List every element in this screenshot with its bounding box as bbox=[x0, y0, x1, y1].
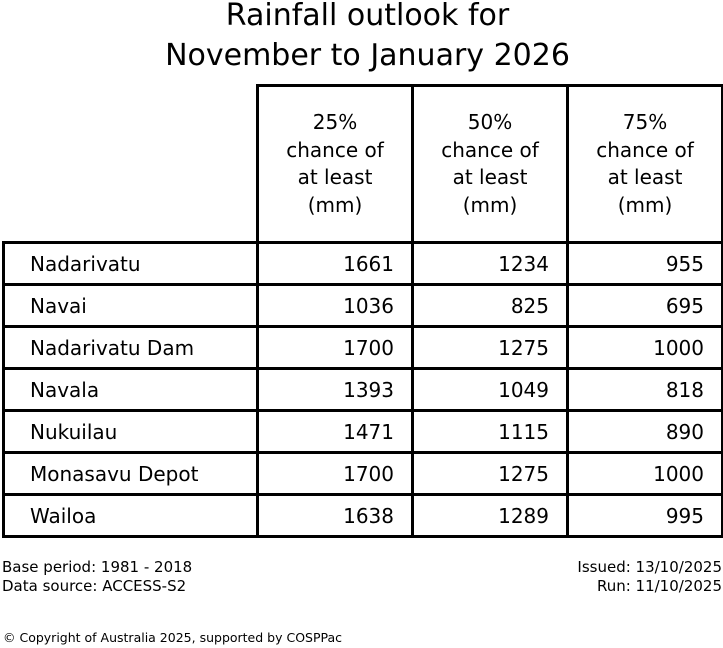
station-name-cell: Nadarivatu bbox=[2, 241, 259, 286]
value-cell-50pct: 1234 bbox=[411, 241, 569, 286]
value-cell-25pct: 1036 bbox=[256, 283, 414, 328]
table-header-row: 25% chance of at least (mm) 50% chance o… bbox=[4, 84, 723, 244]
data-source-text: Data source: ACCESS-S2 bbox=[2, 576, 187, 595]
table-row: Nukuilau 1471 1115 890 bbox=[2, 409, 723, 454]
value-cell-25pct: 1700 bbox=[256, 325, 414, 370]
value-cell-75pct: 1000 bbox=[566, 451, 723, 496]
copyright-text: © Copyright of Australia 2025, supported… bbox=[3, 630, 343, 645]
value-cell-50pct: 1275 bbox=[411, 451, 569, 496]
value-cell-75pct: 890 bbox=[566, 409, 723, 454]
station-name-cell: Wailoa bbox=[2, 493, 259, 538]
value-cell-75pct: 955 bbox=[566, 241, 723, 286]
table-row: Navai 1036 825 695 bbox=[2, 283, 723, 328]
value-cell-50pct: 825 bbox=[411, 283, 569, 328]
column-header-50pct: 50% chance of at least (mm) bbox=[411, 84, 569, 244]
station-name-cell: Navai bbox=[2, 283, 259, 328]
footer-right-block: Issued: 13/10/2025 Run: 11/10/2025 bbox=[577, 558, 722, 595]
value-cell-25pct: 1638 bbox=[256, 493, 414, 538]
base-period-text: Base period: 1981 - 2018 bbox=[2, 558, 193, 576]
value-cell-25pct: 1661 bbox=[256, 241, 414, 286]
column-header-25pct: 25% chance of at least (mm) bbox=[256, 84, 414, 244]
value-cell-50pct: 1049 bbox=[411, 367, 569, 412]
column-header-75pct: 75% chance of at least (mm) bbox=[566, 84, 723, 244]
figure-title: Rainfall outlook for November to January… bbox=[165, 0, 570, 73]
value-cell-75pct: 995 bbox=[566, 493, 723, 538]
station-name-cell: Nukuilau bbox=[2, 409, 259, 454]
footer-left-block: Base period: 1981 - 2018 Data source: AC… bbox=[2, 558, 192, 595]
issued-date-text: Issued: 13/10/2025 bbox=[577, 558, 722, 576]
station-name-cell: Nadarivatu Dam bbox=[2, 325, 259, 370]
table-row: Nadarivatu 1661 1234 955 bbox=[2, 241, 723, 286]
table-row: Nadarivatu Dam 1700 1275 1000 bbox=[2, 325, 723, 370]
value-cell-75pct: 1000 bbox=[566, 325, 723, 370]
run-date-text: Run: 11/10/2025 bbox=[596, 576, 722, 595]
value-cell-25pct: 1700 bbox=[256, 451, 414, 496]
table-row: Wailoa 1638 1289 995 bbox=[2, 493, 723, 538]
rainfall-table: 25% chance of at least (mm) 50% chance o… bbox=[2, 84, 723, 538]
value-cell-25pct: 1393 bbox=[256, 367, 414, 412]
value-cell-75pct: 818 bbox=[566, 367, 723, 412]
table-row: Navala 1393 1049 818 bbox=[2, 367, 723, 412]
value-cell-25pct: 1471 bbox=[256, 409, 414, 454]
value-cell-50pct: 1289 bbox=[411, 493, 569, 538]
corner-empty-cell bbox=[4, 86, 258, 243]
station-name-cell: Monasavu Depot bbox=[2, 451, 259, 496]
value-cell-50pct: 1275 bbox=[411, 325, 569, 370]
station-name-cell: Navala bbox=[2, 367, 259, 412]
table-row: Monasavu Depot 1700 1275 1000 bbox=[2, 451, 723, 496]
value-cell-50pct: 1115 bbox=[411, 409, 569, 454]
value-cell-75pct: 695 bbox=[566, 283, 723, 328]
